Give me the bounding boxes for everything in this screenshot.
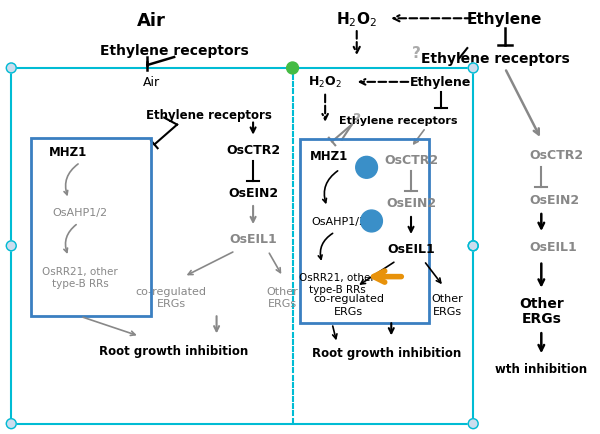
Text: ERGs: ERGs: [433, 307, 462, 317]
Text: P: P: [368, 217, 375, 227]
Text: Air: Air: [137, 12, 166, 30]
Text: Ethylene receptors: Ethylene receptors: [100, 44, 248, 58]
Text: OsEIN2: OsEIN2: [529, 193, 580, 206]
Text: OsCTR2: OsCTR2: [384, 154, 438, 167]
Text: Other: Other: [431, 294, 463, 304]
Circle shape: [361, 210, 382, 232]
Text: OsEIL1: OsEIL1: [529, 241, 577, 254]
Text: ERGs: ERGs: [334, 307, 364, 317]
Text: Ethylene receptors: Ethylene receptors: [146, 109, 272, 122]
Circle shape: [468, 419, 478, 429]
Circle shape: [468, 241, 478, 251]
Text: co-regulated: co-regulated: [136, 286, 206, 296]
Circle shape: [7, 419, 16, 429]
Text: ERGs: ERGs: [157, 299, 186, 309]
Text: wth inhibition: wth inhibition: [495, 362, 587, 375]
Text: ?: ?: [412, 46, 421, 60]
Circle shape: [468, 64, 478, 74]
Text: OsAHP1/2: OsAHP1/2: [53, 207, 108, 217]
Text: Air: Air: [143, 76, 160, 89]
Text: Ethylene receptors: Ethylene receptors: [421, 52, 569, 66]
Text: ?: ?: [353, 112, 361, 125]
Text: Root growth inhibition: Root growth inhibition: [100, 344, 249, 357]
Bar: [11, 69, 473, 424]
Text: H$_2$O$_2$: H$_2$O$_2$: [308, 75, 342, 90]
Text: Ethylene: Ethylene: [467, 12, 542, 27]
Text: OsEIL1: OsEIL1: [229, 233, 277, 246]
Text: OsCTR2: OsCTR2: [226, 144, 280, 157]
Text: Other: Other: [267, 286, 299, 296]
Text: MHZ1: MHZ1: [310, 150, 348, 162]
Text: Ethylene receptors: Ethylene receptors: [339, 115, 457, 125]
Text: Root growth inhibition: Root growth inhibition: [312, 346, 461, 359]
Circle shape: [468, 241, 478, 251]
Text: ERGs: ERGs: [521, 312, 561, 326]
Circle shape: [7, 64, 16, 74]
Text: type-B RRs: type-B RRs: [52, 278, 109, 288]
Text: MHZ1: MHZ1: [49, 145, 86, 158]
Text: OsEIN2: OsEIN2: [386, 196, 436, 209]
Text: Ethylene: Ethylene: [410, 76, 472, 89]
Circle shape: [356, 157, 377, 179]
Text: OsEIN2: OsEIN2: [228, 186, 278, 199]
Text: co-regulated: co-regulated: [313, 294, 385, 304]
Text: H$_2$O$_2$: H$_2$O$_2$: [336, 10, 377, 29]
Bar: [301, 140, 429, 324]
Text: Other: Other: [519, 297, 563, 311]
Bar: [31, 138, 151, 317]
Text: OsRR21, other: OsRR21, other: [43, 266, 118, 276]
Text: OsEIL1: OsEIL1: [387, 243, 435, 256]
Text: OsAHP1/2: OsAHP1/2: [311, 217, 367, 227]
Text: type-B RRs: type-B RRs: [308, 284, 365, 294]
Text: OsCTR2: OsCTR2: [529, 148, 584, 161]
Text: OsRR21, other: OsRR21, other: [299, 272, 375, 282]
Circle shape: [287, 63, 298, 75]
Circle shape: [7, 241, 16, 251]
Text: ERGs: ERGs: [268, 299, 297, 309]
Text: P: P: [363, 163, 370, 173]
